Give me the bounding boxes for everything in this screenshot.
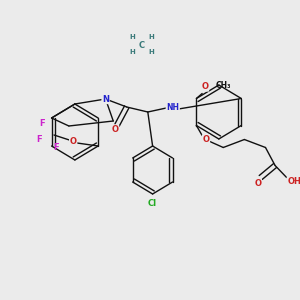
Text: Cl: Cl	[148, 200, 157, 208]
Text: H: H	[149, 49, 155, 55]
Text: O: O	[70, 136, 77, 146]
Text: O: O	[112, 125, 119, 134]
Text: C: C	[139, 40, 145, 50]
Text: O: O	[254, 179, 261, 188]
Text: OH: OH	[287, 177, 300, 186]
Text: F: F	[53, 142, 59, 152]
Text: F: F	[36, 134, 41, 143]
Text: H: H	[130, 34, 135, 40]
Text: H: H	[130, 49, 135, 55]
Text: CH₃: CH₃	[216, 81, 231, 90]
Text: N: N	[102, 94, 109, 103]
Text: F: F	[40, 118, 45, 127]
Text: NH: NH	[166, 103, 179, 112]
Text: O: O	[202, 82, 208, 91]
Text: O: O	[202, 135, 209, 144]
Text: H: H	[149, 34, 155, 40]
